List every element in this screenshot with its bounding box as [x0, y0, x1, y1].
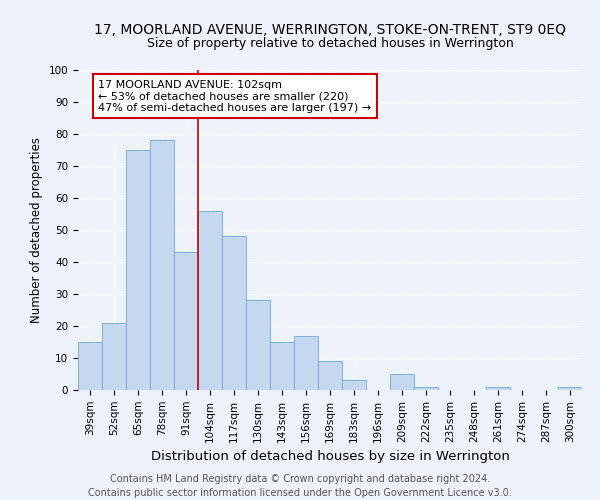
- Bar: [150, 140, 174, 390]
- Bar: [126, 150, 150, 390]
- Bar: [270, 342, 294, 390]
- Bar: [198, 211, 222, 390]
- Bar: [390, 374, 414, 390]
- Bar: [486, 387, 510, 390]
- Bar: [102, 323, 126, 390]
- Bar: [174, 252, 198, 390]
- Bar: [342, 380, 366, 390]
- Text: 17, MOORLAND AVENUE, WERRINGTON, STOKE-ON-TRENT, ST9 0EQ: 17, MOORLAND AVENUE, WERRINGTON, STOKE-O…: [94, 22, 566, 36]
- Bar: [222, 236, 246, 390]
- Bar: [318, 361, 342, 390]
- Text: 17 MOORLAND AVENUE: 102sqm
← 53% of detached houses are smaller (220)
47% of sem: 17 MOORLAND AVENUE: 102sqm ← 53% of deta…: [98, 80, 371, 113]
- X-axis label: Distribution of detached houses by size in Werrington: Distribution of detached houses by size …: [151, 450, 509, 463]
- Bar: [78, 342, 102, 390]
- Y-axis label: Number of detached properties: Number of detached properties: [30, 137, 43, 323]
- Text: Contains HM Land Registry data © Crown copyright and database right 2024.
Contai: Contains HM Land Registry data © Crown c…: [88, 474, 512, 498]
- Bar: [558, 387, 582, 390]
- Bar: [294, 336, 318, 390]
- Text: Size of property relative to detached houses in Werrington: Size of property relative to detached ho…: [146, 38, 514, 51]
- Bar: [414, 387, 438, 390]
- Bar: [246, 300, 270, 390]
